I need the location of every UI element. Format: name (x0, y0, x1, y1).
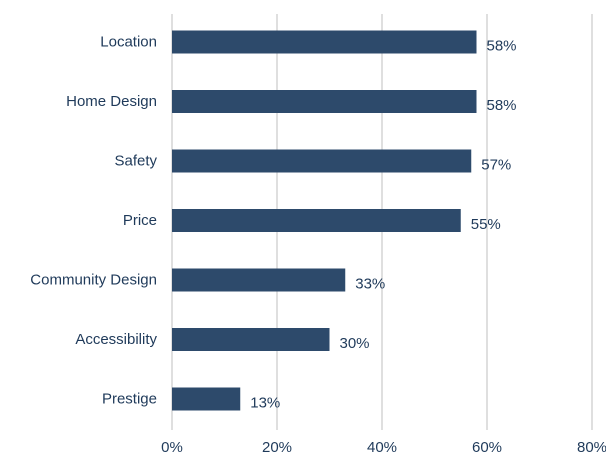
data-label: 55% (471, 216, 501, 233)
category-label: Home Design (66, 93, 157, 110)
data-label: 58% (487, 97, 517, 114)
data-label: 58% (487, 38, 517, 55)
category-label: Accessibility (75, 331, 157, 348)
bar (172, 268, 346, 292)
x-tick-label: 60% (472, 439, 502, 456)
data-label: 57% (481, 157, 511, 174)
bar (172, 209, 461, 232)
bar (172, 149, 472, 173)
data-label: 33% (355, 276, 385, 293)
x-tick-label: 40% (367, 439, 397, 456)
value-labels: 58% 58% 57% 55% 33% 30% 13% (250, 38, 516, 412)
bar (172, 90, 477, 113)
data-label: 30% (340, 335, 370, 352)
x-tick-label: 20% (262, 439, 292, 456)
x-axis-tick-labels: 0% 20% 40% 60% 80% (161, 439, 606, 456)
category-labels: Location Home Design Safety Price Community … (30, 34, 157, 408)
category-label: Community Design (30, 272, 157, 289)
category-label: Price (123, 212, 157, 229)
category-label: Location (100, 34, 157, 51)
x-tick-label: 80% (577, 439, 606, 456)
bars (172, 30, 477, 411)
x-tick-label: 0% (161, 439, 183, 456)
bar (172, 328, 330, 351)
category-label: Prestige (102, 391, 157, 408)
data-label: 13% (250, 395, 280, 412)
bar (172, 30, 477, 54)
category-label: Safety (114, 153, 157, 170)
bar (172, 387, 241, 411)
